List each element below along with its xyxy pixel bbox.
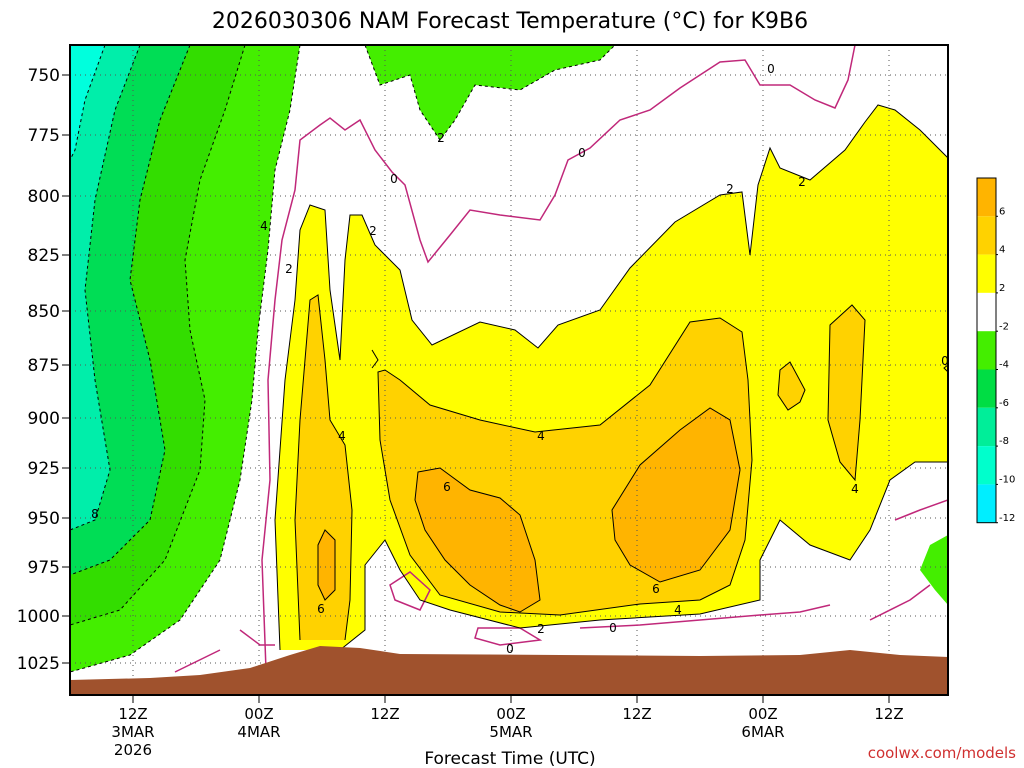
contour-label: 6 <box>317 602 325 616</box>
x-tick-year: 2026 <box>114 741 152 759</box>
y-tick-label: 1000 <box>17 607 60 627</box>
colorbar-label: -10 <box>999 474 1015 485</box>
contour-label: 2 <box>369 224 377 238</box>
colorbar-swatch <box>977 369 996 408</box>
x-axis: 12Z 3MAR 2026 00Z 4MAR 12Z 00Z 5MAR 12Z … <box>111 695 904 759</box>
contour-label: 0 <box>506 642 514 656</box>
x-tick-label: 12Z <box>118 705 147 723</box>
colorbar-swatch <box>977 331 996 370</box>
warm-region-4-small <box>778 362 805 410</box>
warm-region-4-left <box>295 295 352 640</box>
y-tick-label: 775 <box>28 126 60 146</box>
ground <box>70 646 948 695</box>
contour-label: 2 <box>726 182 734 196</box>
contour-label: 6 <box>652 582 660 596</box>
colorbar-label: 6 <box>999 206 1005 217</box>
x-tick-label: 12Z <box>622 705 651 723</box>
contour-label: 8 <box>91 507 99 521</box>
colorbar-label: -4 <box>999 360 1009 371</box>
warm-region-6-b <box>612 408 740 582</box>
colorbar-frame <box>976 177 997 524</box>
plot-frame <box>69 44 949 696</box>
cold-region-2-right <box>920 535 948 605</box>
contour-label: 4 <box>851 482 859 496</box>
x-tick-date: 5MAR <box>489 723 532 741</box>
colorbar-label: 4 <box>999 245 1005 256</box>
contour-labels: 8 4 2 2 0 2 0 0 2 2 0 4 4 6 6 4 6 4 2 0 … <box>91 62 949 656</box>
colorbar-swatch <box>977 446 996 485</box>
contour-label: 2 <box>537 622 545 636</box>
contour-label: 4 <box>674 603 682 617</box>
contour-label: 0 <box>941 354 949 368</box>
y-tick-label: 750 <box>28 66 60 86</box>
contour-label: 0 <box>390 172 398 186</box>
credit-link[interactable]: coolwx.com/models <box>868 744 1016 762</box>
zero-contours <box>174 45 948 673</box>
colorbar-label: -6 <box>999 398 1009 409</box>
colorbar-swatch <box>977 407 996 447</box>
contour-label: 2 <box>798 175 806 189</box>
warm-region-6-c <box>318 530 335 600</box>
cold-region-8 <box>70 45 140 530</box>
contour-label: 4 <box>260 219 268 233</box>
colorbar-swatch <box>977 254 996 293</box>
warm-contours <box>274 104 948 651</box>
x-axis-label: Forecast Time (UTC) <box>424 749 595 768</box>
plot-area <box>70 45 948 695</box>
y-tick-label: 850 <box>28 302 60 322</box>
x-tick-date: 3MAR <box>111 723 154 741</box>
x-tick-label: 00Z <box>496 705 525 723</box>
x-tick-label: 00Z <box>244 705 273 723</box>
cold-contours <box>70 45 616 673</box>
colorbar-swatch <box>977 216 996 255</box>
colorbar-label: -8 <box>999 436 1009 447</box>
y-tick-label: 900 <box>28 409 60 429</box>
contour-label: 2 <box>285 262 293 276</box>
contour-label: 2 <box>437 131 445 145</box>
colorbar-label: -2 <box>999 321 1009 332</box>
contour-label: 4 <box>537 429 545 443</box>
x-tick-label: 00Z <box>748 705 777 723</box>
contour-label: 6 <box>443 480 451 494</box>
x-tick-date: 4MAR <box>237 723 280 741</box>
contour-label: 0 <box>578 146 586 160</box>
y-tick-label: 950 <box>28 509 60 529</box>
contour-label: 4 <box>338 429 346 443</box>
colorbar: 6 4 2 -2 -4 -6 -8 -10 -12 <box>976 177 1015 524</box>
colorbar-swatch <box>977 292 996 332</box>
y-tick-label: 825 <box>28 246 60 266</box>
colorbar-swatch <box>977 484 996 523</box>
x-tick-label: 12Z <box>370 705 399 723</box>
x-tick-date: 6MAR <box>741 723 784 741</box>
colorbar-label: -12 <box>999 513 1015 524</box>
chart-title: 2026030306 NAM Forecast Temperature (°C)… <box>212 9 808 34</box>
y-tick-label: 925 <box>28 459 60 479</box>
y-tick-label: 875 <box>28 356 60 376</box>
warm-region-6-a <box>415 468 540 612</box>
contour-label: 0 <box>609 621 617 635</box>
colorbar-label: 2 <box>999 283 1005 294</box>
x-tick-label: 12Z <box>874 705 903 723</box>
y-axis: 750 775 800 825 850 875 900 925 950 975 … <box>17 66 70 674</box>
cold-region-2-top <box>365 45 615 140</box>
y-tick-label: 1025 <box>17 654 60 674</box>
contour-label: 0 <box>767 62 775 76</box>
colorbar-swatch <box>977 178 996 217</box>
warm-region-4-right <box>828 305 865 480</box>
y-tick-label: 800 <box>28 187 60 207</box>
y-tick-label: 975 <box>28 558 60 578</box>
